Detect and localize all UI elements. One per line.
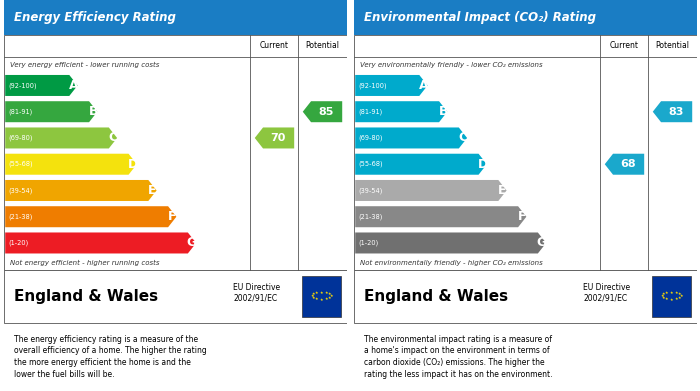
- Text: Current: Current: [260, 41, 289, 50]
- Text: ★: ★: [675, 291, 678, 295]
- Text: EU Directive
2002/91/EC: EU Directive 2002/91/EC: [233, 283, 281, 303]
- Text: ★: ★: [662, 296, 665, 300]
- Text: (55-68): (55-68): [8, 161, 34, 167]
- Polygon shape: [5, 180, 157, 201]
- Polygon shape: [355, 101, 447, 122]
- Polygon shape: [5, 101, 97, 122]
- Polygon shape: [355, 180, 507, 201]
- Text: C: C: [458, 131, 468, 144]
- Text: England & Wales: England & Wales: [14, 289, 158, 304]
- Text: EU Directive
2002/91/EC: EU Directive 2002/91/EC: [583, 283, 631, 303]
- Polygon shape: [355, 154, 487, 175]
- Bar: [354, 270, 696, 323]
- Bar: [354, 0, 696, 35]
- Polygon shape: [653, 101, 692, 122]
- Text: D: D: [477, 158, 488, 171]
- Text: ★: ★: [328, 296, 332, 300]
- Text: The environmental impact rating is a measure of
a home's impact on the environme: The environmental impact rating is a mea…: [364, 335, 552, 379]
- Text: E: E: [148, 184, 157, 197]
- Text: B: B: [88, 105, 98, 118]
- Text: A: A: [419, 79, 428, 92]
- Polygon shape: [605, 154, 644, 175]
- Bar: [302, 276, 342, 317]
- Text: Not environmentally friendly - higher CO₂ emissions: Not environmentally friendly - higher CO…: [360, 260, 543, 266]
- Bar: [4, 270, 346, 323]
- Text: ★: ★: [660, 294, 664, 298]
- Text: Potential: Potential: [305, 41, 340, 50]
- Text: E: E: [498, 184, 507, 197]
- Text: G: G: [537, 237, 547, 249]
- Text: ★: ★: [675, 297, 678, 301]
- Text: F: F: [168, 210, 176, 223]
- Text: ★: ★: [662, 292, 665, 296]
- Polygon shape: [355, 233, 546, 253]
- Text: (21-38): (21-38): [358, 213, 383, 220]
- Text: 70: 70: [271, 133, 286, 143]
- Text: (1-20): (1-20): [358, 240, 379, 246]
- Text: ★: ★: [320, 298, 323, 301]
- Text: 85: 85: [318, 107, 334, 117]
- Text: ★: ★: [330, 294, 333, 298]
- Polygon shape: [303, 101, 342, 122]
- Text: ★: ★: [315, 291, 318, 295]
- Bar: [652, 276, 692, 317]
- Bar: [4, 0, 346, 35]
- Text: Environmental Impact (CO₂) Rating: Environmental Impact (CO₂) Rating: [364, 11, 596, 24]
- Polygon shape: [5, 206, 176, 227]
- Polygon shape: [5, 75, 78, 96]
- Text: F: F: [518, 210, 526, 223]
- Text: Very environmentally friendly - lower CO₂ emissions: Very environmentally friendly - lower CO…: [360, 61, 543, 68]
- Polygon shape: [255, 127, 294, 149]
- Bar: [4, 35, 346, 270]
- Text: C: C: [108, 131, 118, 144]
- Text: ★: ★: [670, 298, 673, 301]
- Polygon shape: [355, 206, 526, 227]
- Text: Not energy efficient - higher running costs: Not energy efficient - higher running co…: [10, 260, 160, 266]
- Bar: [354, 35, 696, 270]
- Text: Current: Current: [610, 41, 639, 50]
- Text: (92-100): (92-100): [358, 82, 387, 89]
- Text: 83: 83: [668, 107, 684, 117]
- Text: A: A: [69, 79, 78, 92]
- Text: Potential: Potential: [655, 41, 690, 50]
- Text: ★: ★: [312, 292, 315, 296]
- Text: (39-54): (39-54): [358, 187, 383, 194]
- Text: ★: ★: [310, 294, 314, 298]
- Text: ★: ★: [678, 296, 682, 300]
- Text: (81-91): (81-91): [358, 108, 383, 115]
- Text: ★: ★: [325, 291, 328, 295]
- Text: ★: ★: [312, 296, 315, 300]
- Text: (39-54): (39-54): [8, 187, 33, 194]
- Text: 68: 68: [621, 159, 636, 169]
- Text: ★: ★: [665, 291, 668, 295]
- Text: ★: ★: [665, 297, 668, 301]
- Polygon shape: [5, 127, 117, 149]
- Text: (92-100): (92-100): [8, 82, 37, 89]
- Text: The energy efficiency rating is a measure of the
overall efficiency of a home. T: The energy efficiency rating is a measur…: [14, 335, 206, 379]
- Text: ★: ★: [320, 291, 323, 295]
- Text: G: G: [187, 237, 197, 249]
- Text: ★: ★: [328, 292, 332, 296]
- Text: ★: ★: [678, 292, 682, 296]
- Text: D: D: [127, 158, 138, 171]
- Text: (1-20): (1-20): [8, 240, 29, 246]
- Text: (69-80): (69-80): [358, 135, 383, 141]
- Polygon shape: [5, 233, 196, 253]
- Text: ★: ★: [670, 291, 673, 295]
- Text: (55-68): (55-68): [358, 161, 384, 167]
- Text: (21-38): (21-38): [8, 213, 33, 220]
- Text: (81-91): (81-91): [8, 108, 33, 115]
- Text: ★: ★: [680, 294, 683, 298]
- Polygon shape: [5, 154, 137, 175]
- Text: Very energy efficient - lower running costs: Very energy efficient - lower running co…: [10, 61, 160, 68]
- Text: ★: ★: [315, 297, 318, 301]
- Text: England & Wales: England & Wales: [364, 289, 508, 304]
- Text: ★: ★: [325, 297, 328, 301]
- Text: B: B: [438, 105, 448, 118]
- Polygon shape: [355, 127, 467, 149]
- Text: (69-80): (69-80): [8, 135, 33, 141]
- Polygon shape: [355, 75, 428, 96]
- Text: Energy Efficiency Rating: Energy Efficiency Rating: [14, 11, 176, 24]
